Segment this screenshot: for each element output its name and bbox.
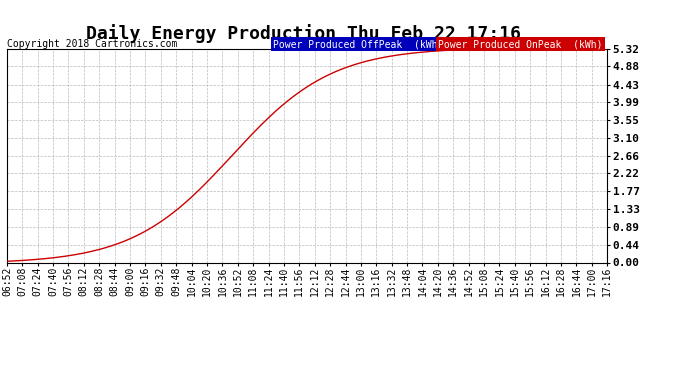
Text: Daily Energy Production Thu Feb 22 17:16: Daily Energy Production Thu Feb 22 17:16 — [86, 24, 521, 44]
Text: Power Produced OnPeak  (kWh): Power Produced OnPeak (kWh) — [438, 39, 602, 50]
Text: Copyright 2018 Cartronics.com: Copyright 2018 Cartronics.com — [7, 39, 177, 50]
Text: Power Produced OffPeak  (kWh): Power Produced OffPeak (kWh) — [273, 39, 443, 50]
